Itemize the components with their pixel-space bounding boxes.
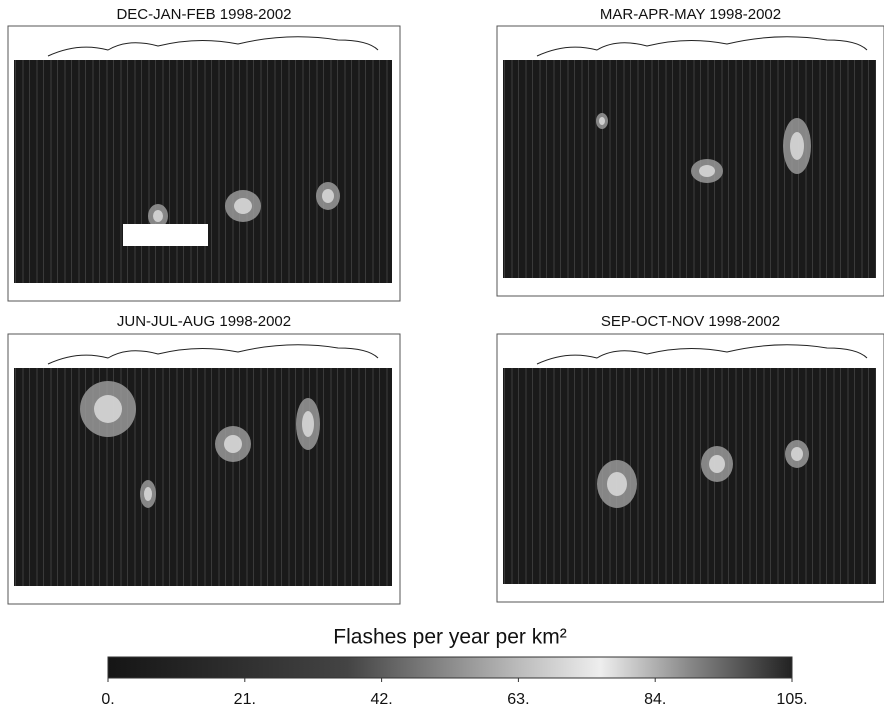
map-field [503, 368, 876, 584]
flash-core [791, 447, 803, 461]
colorbar-tick-label: 63. [507, 691, 529, 708]
map-field [14, 60, 392, 283]
flash-core [790, 132, 804, 160]
map [14, 36, 392, 283]
coastline [47, 36, 379, 57]
panel-title: DEC-JAN-FEB 1998-2002 [116, 6, 291, 23]
colorbar-tick-label: 105. [776, 691, 807, 708]
coastline [536, 344, 868, 365]
flash-core [224, 435, 242, 453]
panel-title: MAR-APR-MAY 1998-2002 [600, 6, 781, 23]
flash-core [153, 210, 163, 222]
map-field [503, 60, 876, 278]
flash-core [709, 455, 725, 473]
flash-core [322, 189, 334, 203]
flash-core [94, 395, 122, 423]
flash-core [302, 411, 314, 437]
colorbar-tick-label: 21. [234, 691, 256, 708]
flash-core [599, 117, 605, 125]
flash-core [234, 198, 252, 214]
colorbar-tick-label: 84. [644, 691, 666, 708]
colorbar-label: Flashes per year per km² [333, 626, 566, 649]
flash-core [699, 165, 715, 177]
map-field [14, 368, 392, 586]
coastline [47, 344, 379, 365]
colorbar-tick-label: 0. [101, 691, 114, 708]
coastline [536, 36, 868, 57]
panel-title: SEP-OCT-NOV 1998-2002 [601, 313, 780, 330]
colorbar [107, 656, 793, 679]
map [503, 36, 876, 278]
flash-core [607, 472, 627, 496]
flash-core [144, 487, 152, 501]
white-patch [123, 224, 208, 246]
panel-title: JUN-JUL-AUG 1998-2002 [117, 313, 291, 330]
map [503, 344, 876, 584]
colorbar-tick-label: 42. [370, 691, 392, 708]
map [14, 344, 392, 586]
